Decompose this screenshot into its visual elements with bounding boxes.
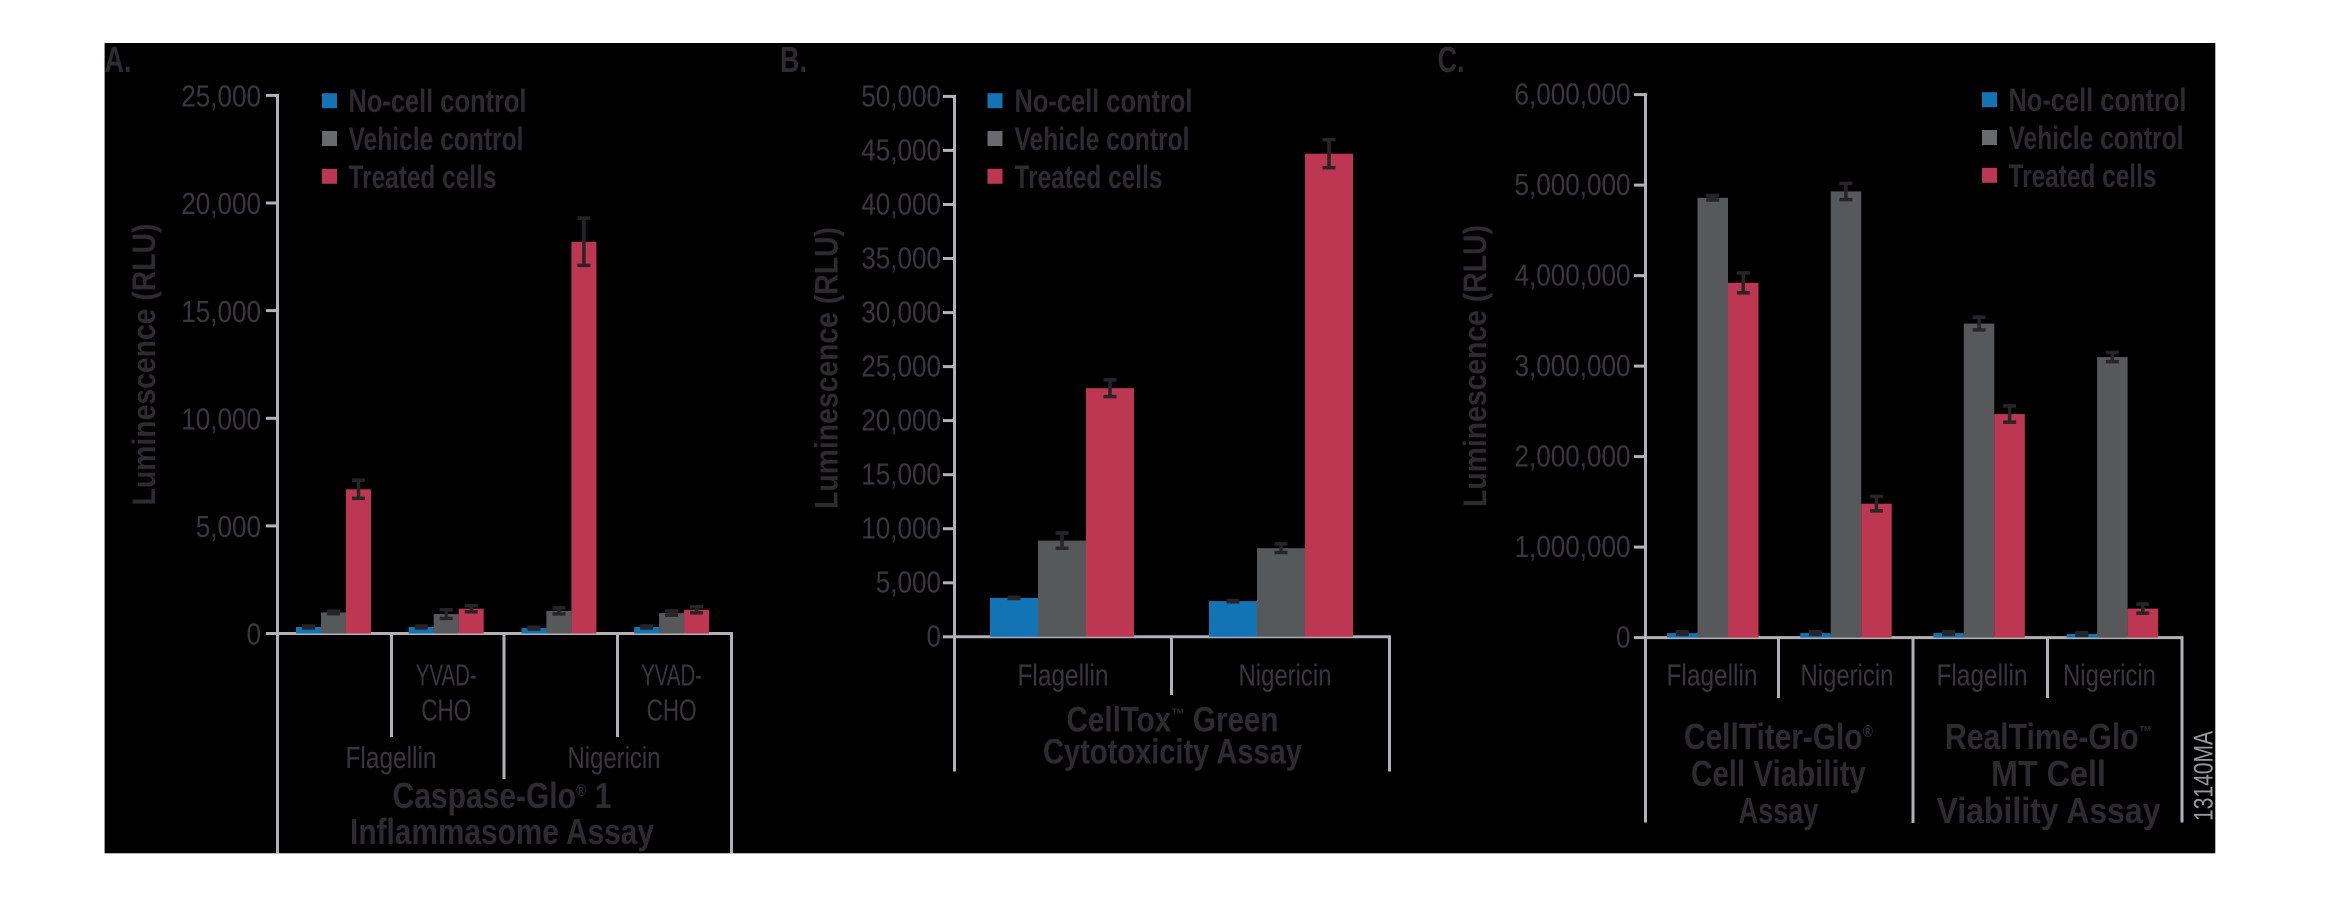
svg-text:13140MA: 13140MA (2189, 730, 2219, 821)
svg-text:CHO: CHO (647, 692, 697, 727)
svg-text:No-cell control: No-cell control (2009, 84, 2187, 119)
svg-text:10,000: 10,000 (181, 402, 261, 437)
svg-text:No-cell control: No-cell control (349, 85, 527, 120)
svg-text:30,000: 30,000 (861, 295, 941, 330)
svg-text:Vehicle control: Vehicle control (2009, 121, 2184, 157)
svg-text:0: 0 (1616, 620, 1630, 655)
svg-text:CellTox™ Green: CellTox™ Green (1067, 700, 1279, 739)
svg-text:Viability Assay: Viability Assay (1937, 791, 2161, 831)
svg-text:20,000: 20,000 (181, 187, 261, 222)
svg-text:5,000: 5,000 (196, 510, 261, 545)
svg-text:25,000: 25,000 (861, 349, 941, 384)
svg-text:Nigericin: Nigericin (1801, 658, 1894, 693)
svg-text:Nigericin: Nigericin (1239, 658, 1332, 693)
svg-text:CHO: CHO (421, 692, 471, 727)
svg-text:Treated cells: Treated cells (2009, 159, 2157, 195)
svg-text:C.: C. (1438, 39, 1465, 80)
svg-text:25,000: 25,000 (181, 80, 261, 115)
svg-text:40,000: 40,000 (861, 187, 941, 222)
svg-text:6,000,000: 6,000,000 (1514, 77, 1630, 112)
svg-text:Luminescence (RLU): Luminescence (RLU) (1458, 225, 1493, 507)
svg-text:2,000,000: 2,000,000 (1514, 439, 1630, 474)
svg-text:RealTime-Glo™: RealTime-Glo™ (1945, 718, 2152, 758)
svg-text:5,000: 5,000 (876, 566, 941, 601)
svg-text:YVAD-: YVAD- (416, 657, 477, 692)
svg-text:10,000: 10,000 (861, 512, 941, 547)
svg-text:Luminescence (RLU): Luminescence (RLU) (810, 227, 845, 509)
svg-text:Inflammasome Assay: Inflammasome Assay (350, 812, 654, 852)
svg-text:35,000: 35,000 (861, 241, 941, 276)
svg-text:15,000: 15,000 (181, 295, 261, 330)
svg-text:Treated cells: Treated cells (1015, 160, 1163, 196)
svg-text:Treated cells: Treated cells (349, 160, 497, 196)
svg-text:YVAD-: YVAD- (641, 657, 702, 692)
svg-text:Assay: Assay (1739, 790, 1819, 831)
svg-text:Nigericin: Nigericin (568, 740, 661, 775)
svg-text:Flagellin: Flagellin (1018, 658, 1109, 692)
svg-text:Vehicle control: Vehicle control (349, 122, 524, 158)
svg-text:MT Cell: MT Cell (1991, 754, 2106, 794)
svg-text:5,000,000: 5,000,000 (1514, 168, 1630, 203)
svg-text:Luminescence (RLU): Luminescence (RLU) (127, 224, 162, 506)
svg-text:No-cell control: No-cell control (1015, 85, 1193, 120)
svg-text:Cytotoxicity Assay: Cytotoxicity Assay (1043, 732, 1302, 771)
svg-text:A.: A. (105, 39, 132, 80)
svg-text:0: 0 (247, 618, 261, 653)
svg-text:B.: B. (780, 39, 807, 80)
svg-text:Cell Viability: Cell Viability (1691, 753, 1867, 793)
svg-text:4,000,000: 4,000,000 (1514, 258, 1630, 293)
svg-text:45,000: 45,000 (861, 133, 941, 168)
svg-text:15,000: 15,000 (861, 458, 941, 493)
svg-text:0: 0 (927, 620, 941, 655)
svg-text:Caspase-Glo® 1: Caspase-Glo® 1 (393, 776, 612, 816)
svg-text:50,000: 50,000 (861, 79, 941, 114)
svg-text:Flagellin: Flagellin (1667, 658, 1758, 692)
svg-text:Nigericin: Nigericin (2063, 658, 2156, 693)
svg-text:Flagellin: Flagellin (346, 740, 437, 774)
svg-text:Vehicle control: Vehicle control (1015, 122, 1190, 158)
svg-text:20,000: 20,000 (861, 403, 941, 438)
svg-text:Flagellin: Flagellin (1937, 658, 2028, 692)
svg-text:3,000,000: 3,000,000 (1514, 349, 1630, 384)
svg-text:CellTiter-Glo®: CellTiter-Glo® (1684, 717, 1873, 757)
svg-text:1,000,000: 1,000,000 (1514, 530, 1630, 565)
